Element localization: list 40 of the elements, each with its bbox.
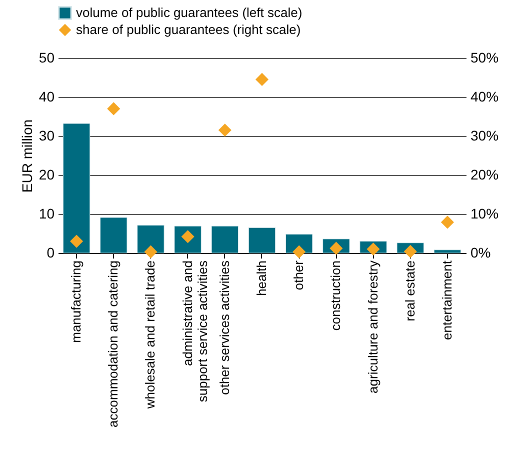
point — [404, 244, 417, 258]
y-tick-label: 30 — [38, 128, 55, 144]
point — [70, 234, 84, 248]
y2-tick-label: 30% — [470, 128, 499, 144]
y2-tick-label: 10% — [470, 206, 499, 222]
x-tick-label: manufacturing — [68, 260, 84, 343]
y2-tick-label: 20% — [470, 166, 499, 182]
y-tick-label: 50 — [38, 50, 55, 66]
y-axis-title: EUR million — [18, 119, 35, 193]
y-tick-label: 40 — [38, 88, 55, 104]
x-tick-label: wholesale and retail trade — [142, 260, 158, 410]
bar — [434, 250, 462, 254]
y-tick-label: 10 — [38, 206, 55, 222]
point — [107, 102, 120, 116]
point — [144, 245, 158, 258]
y2-tick-label: 0% — [470, 244, 491, 260]
x-tick-label: accommodation and catering — [106, 260, 121, 428]
legend-label: volume of public guarantees (left scale) — [76, 5, 302, 20]
point — [292, 245, 306, 258]
x-tick-label: other services activities — [216, 260, 232, 395]
bar — [137, 225, 164, 254]
legend-label: share of public guarantees (right scale) — [76, 22, 301, 37]
y-tick-label: 0 — [46, 244, 55, 260]
point — [218, 124, 232, 137]
x-tick-label: health — [254, 260, 269, 296]
bar — [248, 227, 276, 254]
point — [440, 216, 454, 229]
bar — [100, 217, 128, 254]
x-tick-label: other — [291, 260, 306, 290]
x-tick-label: agriculture and forestry — [365, 260, 380, 394]
bar — [62, 123, 90, 254]
x-tick-label: entertainment — [439, 260, 454, 340]
x-tick-label: real estate — [402, 260, 418, 322]
x-tick-label: construction — [328, 260, 344, 331]
bar — [211, 226, 239, 254]
y-tick-label: 20 — [38, 166, 55, 182]
y2-tick-label: 40% — [470, 88, 499, 104]
point — [366, 242, 380, 256]
point — [255, 72, 269, 86]
y2-tick-label: 50% — [470, 50, 499, 66]
